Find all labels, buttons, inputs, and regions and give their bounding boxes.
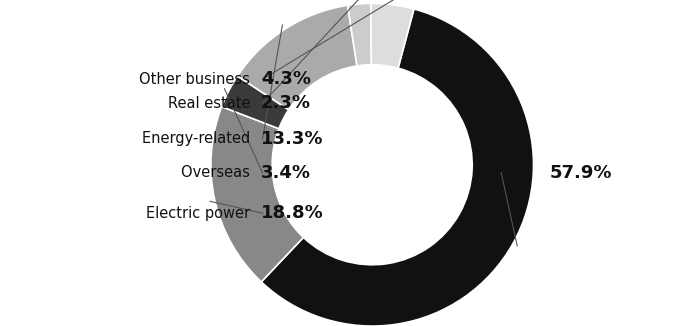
Text: 18.8%: 18.8% [261, 204, 324, 222]
Wedge shape [261, 9, 534, 326]
Text: 57.9%: 57.9% [550, 164, 612, 182]
Text: Energy-related: Energy-related [142, 131, 260, 146]
Wedge shape [211, 107, 303, 282]
Text: Real estate: Real estate [168, 96, 260, 111]
Text: Overseas: Overseas [181, 165, 260, 180]
Text: 4.3%: 4.3% [261, 70, 311, 88]
Wedge shape [347, 4, 372, 66]
Text: Electric power: Electric power [146, 206, 260, 221]
Wedge shape [222, 76, 289, 129]
Wedge shape [371, 4, 414, 68]
Wedge shape [237, 5, 357, 110]
Text: 3.4%: 3.4% [261, 164, 311, 182]
Text: Gas: Gas [505, 165, 542, 180]
Text: Other business: Other business [139, 72, 260, 87]
Text: 13.3%: 13.3% [261, 130, 324, 148]
Text: 2.3%: 2.3% [261, 95, 311, 112]
